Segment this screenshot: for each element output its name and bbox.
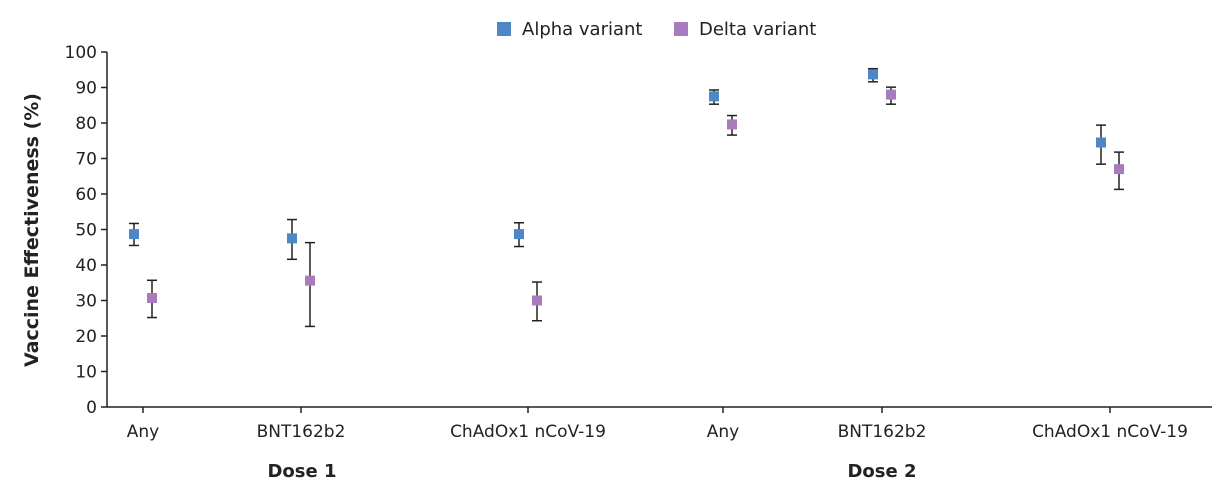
x-category-labels: Any BNT162b2 ChAdOx1 nCoV-19 Any BNT162b…	[127, 422, 1188, 442]
delta-point	[147, 293, 157, 304]
group-label-dose-1: Dose 1	[267, 461, 336, 482]
group-label-dose-2: Dose 2	[847, 461, 916, 482]
y-axis-title: Vaccine Effectiveness (%)	[21, 93, 43, 367]
legend-label-alpha: Alpha variant	[522, 19, 642, 40]
x-tick-label: Any	[127, 422, 159, 442]
x-tick-label: BNT162b2	[838, 422, 927, 442]
legend-swatch-delta	[674, 22, 688, 36]
alpha-point	[709, 91, 719, 102]
delta-point	[532, 295, 542, 306]
delta-point	[727, 119, 737, 130]
delta-point	[305, 275, 315, 286]
y-tick-label: 30	[75, 292, 97, 312]
legend-swatch-alpha	[497, 22, 511, 36]
delta-point	[886, 89, 896, 100]
alpha-point	[1096, 137, 1106, 148]
y-tick-label: 100	[65, 43, 97, 63]
alpha-point	[514, 229, 524, 240]
delta-point	[1114, 164, 1124, 175]
y-tick-label: 10	[75, 363, 97, 383]
data-marks	[129, 67, 1124, 328]
x-tick-label: BNT162b2	[257, 422, 346, 442]
y-tick-label: 50	[75, 221, 97, 241]
y-tick-label: 70	[75, 150, 97, 170]
legend-label-delta: Delta variant	[699, 19, 816, 40]
x-tick-label: ChAdOx1 nCoV-19	[1032, 422, 1188, 442]
alpha-point	[287, 233, 297, 244]
y-tick-label: 0	[86, 398, 97, 418]
alpha-point	[868, 69, 878, 80]
y-tick-label: 90	[75, 79, 97, 99]
x-tick-label: ChAdOx1 nCoV-19	[450, 422, 606, 442]
y-tick-label: 40	[75, 256, 97, 276]
y-tick-label: 60	[75, 185, 97, 205]
y-tick-label: 80	[75, 114, 97, 134]
alpha-point	[129, 229, 139, 240]
y-tick-label: 20	[75, 327, 97, 347]
x-tick-label: Any	[707, 422, 739, 442]
axes: 0 10 20 30 40 50 60 70 80 90 100	[65, 43, 1212, 418]
legend: Alpha variant Delta variant	[497, 19, 816, 40]
